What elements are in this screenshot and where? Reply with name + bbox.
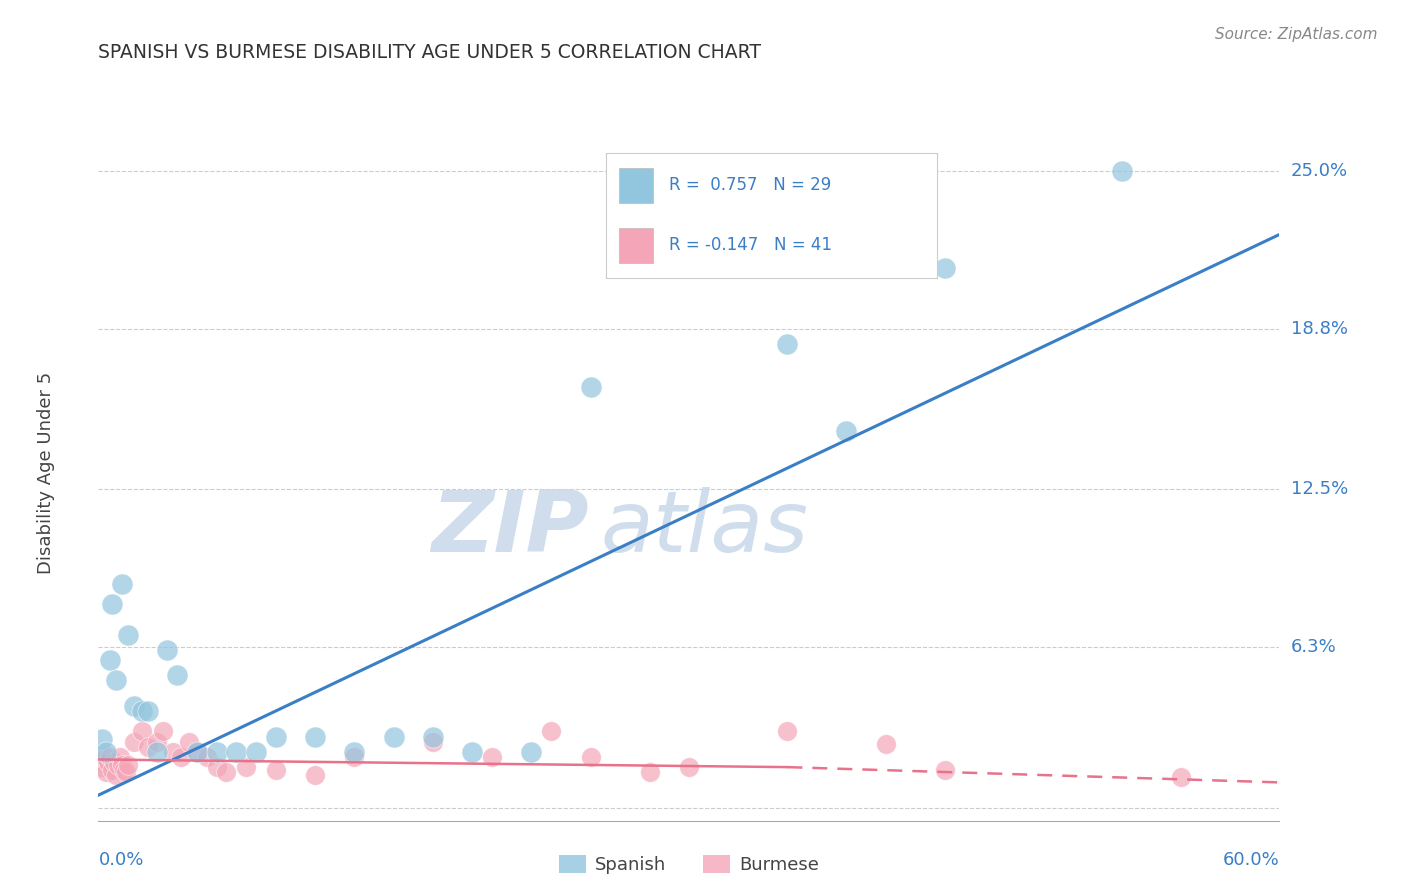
Point bbox=[638, 765, 661, 780]
Point bbox=[136, 704, 159, 718]
Point bbox=[89, 755, 111, 769]
Point bbox=[875, 737, 897, 751]
Text: 18.8%: 18.8% bbox=[1291, 319, 1347, 338]
Point bbox=[304, 768, 326, 782]
Text: Disability Age Under 5: Disability Age Under 5 bbox=[37, 372, 55, 574]
Point bbox=[934, 763, 956, 777]
Point bbox=[186, 745, 208, 759]
Point bbox=[304, 730, 326, 744]
Point bbox=[131, 724, 153, 739]
Point bbox=[117, 627, 139, 641]
Point bbox=[195, 750, 218, 764]
Point bbox=[103, 755, 125, 769]
Point bbox=[122, 734, 145, 748]
Point bbox=[422, 734, 444, 748]
Point bbox=[108, 750, 131, 764]
Point bbox=[225, 745, 247, 759]
Point bbox=[98, 653, 121, 667]
Point bbox=[205, 760, 228, 774]
Point bbox=[107, 757, 129, 772]
Text: 12.5%: 12.5% bbox=[1291, 480, 1348, 499]
Point bbox=[461, 745, 484, 759]
Point bbox=[520, 745, 543, 759]
Point bbox=[170, 750, 193, 764]
Text: SPANISH VS BURMESE DISABILITY AGE UNDER 5 CORRELATION CHART: SPANISH VS BURMESE DISABILITY AGE UNDER … bbox=[98, 44, 762, 62]
Point bbox=[152, 724, 174, 739]
Point bbox=[96, 745, 118, 759]
Point bbox=[122, 698, 145, 713]
Point bbox=[343, 750, 366, 764]
Point bbox=[166, 668, 188, 682]
Point bbox=[156, 643, 179, 657]
Point bbox=[776, 724, 799, 739]
Point bbox=[93, 750, 115, 764]
Point bbox=[111, 757, 134, 772]
Point bbox=[105, 768, 128, 782]
Point bbox=[579, 750, 602, 764]
Point bbox=[131, 704, 153, 718]
Point bbox=[776, 337, 799, 351]
Point bbox=[112, 763, 135, 777]
Point bbox=[186, 745, 208, 759]
Point bbox=[235, 760, 257, 774]
Point bbox=[136, 739, 159, 754]
Text: 6.3%: 6.3% bbox=[1291, 639, 1336, 657]
Point bbox=[101, 597, 124, 611]
Point bbox=[146, 745, 169, 759]
Point bbox=[98, 750, 121, 764]
Point bbox=[934, 260, 956, 275]
Point bbox=[117, 757, 139, 772]
Point bbox=[481, 750, 503, 764]
Legend: Spanish, Burmese: Spanish, Burmese bbox=[553, 847, 825, 881]
Point bbox=[678, 760, 700, 774]
Point bbox=[579, 380, 602, 394]
Point bbox=[264, 730, 287, 744]
Text: 60.0%: 60.0% bbox=[1223, 851, 1279, 869]
Text: 0.0%: 0.0% bbox=[98, 851, 143, 869]
Point bbox=[105, 673, 128, 688]
Point bbox=[115, 765, 138, 780]
Point bbox=[162, 745, 184, 759]
Point bbox=[97, 755, 120, 769]
Point bbox=[91, 732, 114, 747]
Text: Source: ZipAtlas.com: Source: ZipAtlas.com bbox=[1215, 27, 1378, 42]
Point bbox=[382, 730, 405, 744]
Point bbox=[146, 734, 169, 748]
Point bbox=[111, 576, 134, 591]
Point bbox=[96, 765, 118, 780]
Point bbox=[177, 734, 200, 748]
Point bbox=[1111, 163, 1133, 178]
Point bbox=[264, 763, 287, 777]
Point bbox=[215, 765, 238, 780]
Point bbox=[1170, 770, 1192, 784]
Point bbox=[101, 763, 124, 777]
Text: atlas: atlas bbox=[600, 487, 808, 570]
Text: ZIP: ZIP bbox=[430, 487, 589, 570]
Point bbox=[91, 760, 114, 774]
Point bbox=[205, 745, 228, 759]
Text: 25.0%: 25.0% bbox=[1291, 161, 1348, 180]
Point bbox=[835, 424, 858, 438]
Point bbox=[245, 745, 267, 759]
Point bbox=[540, 724, 562, 739]
Point bbox=[343, 745, 366, 759]
Point bbox=[422, 730, 444, 744]
